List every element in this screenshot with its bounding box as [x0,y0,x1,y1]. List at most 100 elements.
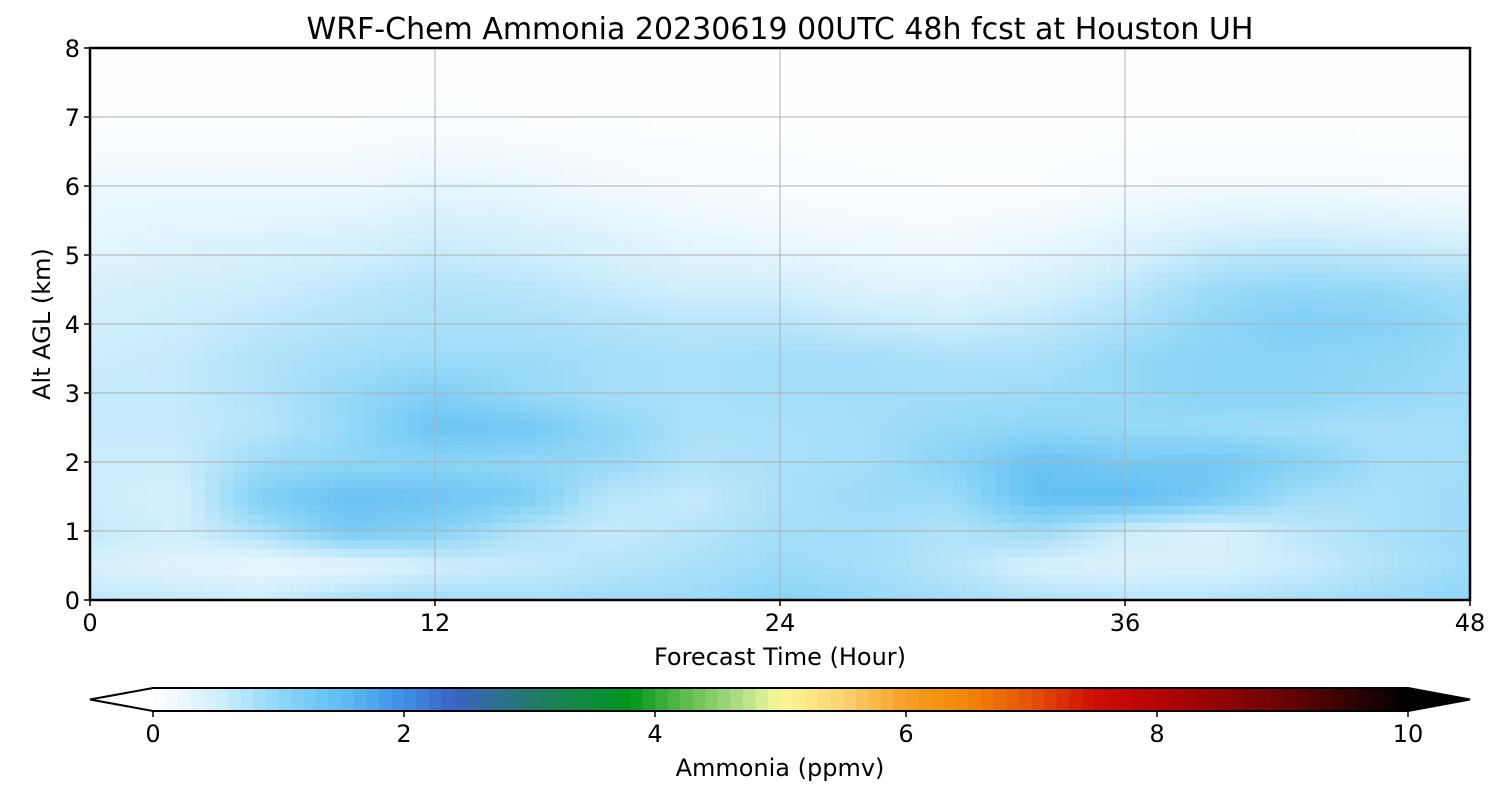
heat-cell [866,229,882,239]
heat-cell [449,99,465,109]
heat-cell [837,505,853,515]
heat-cell [291,401,307,411]
heat-cell [650,280,666,291]
heat-cell [133,117,149,127]
heat-cell [435,56,450,66]
heat-cell [880,134,896,144]
heat-cell [938,384,954,394]
heat-cell [1024,556,1040,567]
heat-cell [952,427,968,437]
heat-cell [377,332,393,342]
heat-cell [564,211,580,222]
heat-cell [837,237,853,247]
heat-cell [320,289,335,299]
heat-cell [1153,255,1169,265]
heat-cell [1096,384,1112,394]
heat-cell [1081,56,1097,66]
heat-cell [938,436,954,446]
heat-cell [147,177,163,187]
heat-cell [420,108,436,118]
heat-cell [636,444,652,454]
heat-cell [1067,117,1083,127]
heat-cell [966,358,982,368]
heat-cell [808,211,824,222]
heat-cell [1139,263,1155,273]
heat-cell [1168,117,1184,127]
heat-cell [506,505,522,515]
heat-cell [665,229,680,239]
heat-cell [636,315,652,325]
heat-cell [1038,229,1054,239]
heat-cell [521,134,537,144]
heat-cell [1067,151,1083,161]
heat-cell [118,418,134,429]
heat-cell [765,125,781,135]
heat-cell [478,99,494,109]
heat-cell [118,453,134,463]
heat-cell [679,108,695,118]
heat-cell [1168,91,1184,101]
heat-cell [478,470,494,480]
heat-cell [679,384,695,394]
heat-cell [780,341,795,351]
heat-cell [693,315,709,325]
heat-cell [1196,186,1212,196]
heat-cell [1153,591,1169,601]
heat-cell [478,574,494,584]
heat-cell [1153,306,1169,316]
heat-cell [808,56,824,66]
heat-cell [679,142,695,153]
heat-cell [435,427,450,437]
heat-cell [291,298,307,308]
heat-cell [981,410,997,420]
heat-cell [578,384,594,394]
heat-cell [133,556,149,567]
heat-cell [966,401,982,411]
heat-cell [851,220,867,230]
heat-cell [291,306,307,316]
heat-cell [923,142,939,153]
heat-cell [981,436,997,446]
heat-cell [650,453,666,463]
heat-cell [550,565,565,575]
heat-cell [665,393,680,403]
heat-cell [190,168,206,178]
heat-cell [1153,574,1169,584]
heat-cell [1168,444,1184,454]
heat-cell [823,418,839,429]
heat-cell [133,384,149,394]
heat-cell [938,410,954,420]
heat-cell [895,160,910,170]
heat-cell [966,582,982,592]
heat-cell [90,48,105,58]
heat-cell [650,556,666,567]
heat-cell [938,487,954,498]
heat-cell [233,487,249,498]
heat-cell [895,548,910,558]
heat-cell [492,211,508,222]
heat-cell [449,142,465,153]
heat-cell [621,289,637,299]
heat-cell [190,522,206,532]
heat-cell [363,496,379,506]
heat-cell [952,186,968,196]
heat-cell [593,56,609,66]
heat-cell [794,203,810,213]
heat-cell [1053,574,1069,584]
heat-cell [1153,125,1169,135]
heat-cell [593,324,609,334]
heat-cell [736,160,752,170]
heat-cell [909,99,925,109]
heat-cell [751,401,767,411]
heat-cell [1067,522,1083,532]
heat-cell [938,332,954,342]
heat-cell [1010,539,1025,549]
heat-cell [981,186,997,196]
heat-cell [1153,367,1169,377]
heat-cell [1182,479,1198,489]
heat-cell [118,220,134,230]
heat-cell [1182,298,1198,308]
heat-cell [176,203,192,213]
heat-cell [1010,565,1025,575]
heat-cell [578,186,594,196]
